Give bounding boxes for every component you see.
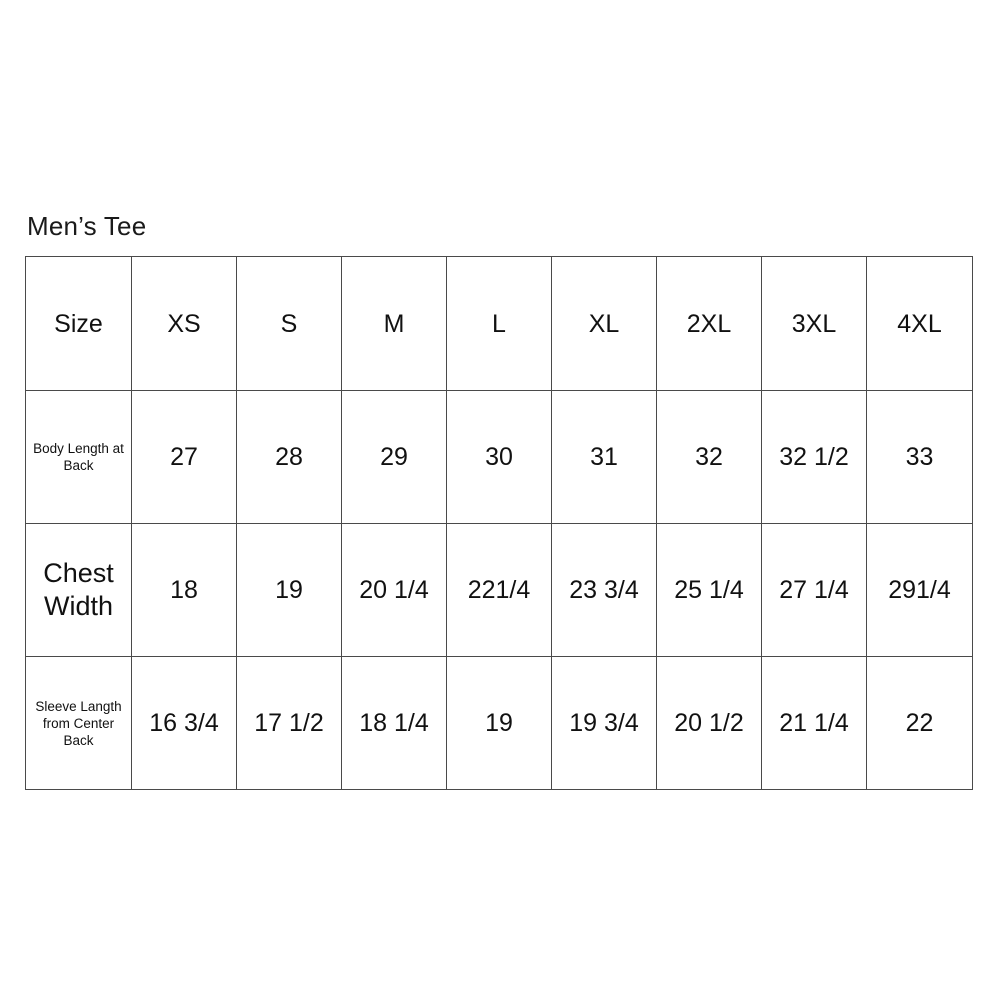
header-cell-xl: XL [551,256,657,391]
header-label-2xl: 2XL [686,309,732,338]
cell-sleeve-length-xs: 16 3/4 [131,656,237,790]
header-cell-size: Size [25,256,132,391]
row-label-chest-width: Chest Width [43,558,114,621]
cell-chest-width-s: 19 [236,523,342,657]
cell-sleeve-length-m: 18 1/4 [341,656,447,790]
value-text: 291/4 [888,576,951,604]
value-text: 31 [590,443,618,471]
header-label-l: L [492,309,506,338]
value-text: 19 3/4 [569,709,639,737]
value-text: 32 [695,443,723,471]
value-text: 20 1/2 [674,709,744,737]
cell-body-length-xs: 27 [131,390,237,524]
value-text: 18 1/4 [359,709,429,737]
value-text: 22 [905,709,934,737]
header-cell-m: M [341,256,447,391]
row-label-cell-body-length: Body Length at Back [25,390,132,524]
header-label-xl: XL [588,309,620,338]
value-text: 221/4 [467,576,531,604]
row-label-cell-chest-width: Chest Width [25,523,132,657]
header-cell-4xl: 4XL [866,256,973,391]
value-text: 32 1/2 [779,443,849,471]
value-text: 27 1/4 [779,576,849,604]
cell-sleeve-length-4xl: 22 [866,656,973,790]
header-label-xs: XS [167,309,201,338]
cell-body-length-4xl: 33 [866,390,973,524]
header-cell-s: S [236,256,342,391]
page-title: Men’s Tee [27,211,147,241]
value-text: 17 1/2 [254,709,324,737]
header-label-4xl: 4XL [897,309,942,338]
row-label-body-length: Body Length at Back [33,441,124,473]
value-text: 18 [170,576,198,604]
header-label-m: M [383,309,405,338]
value-text: 25 1/4 [674,576,744,604]
value-text: 33 [905,443,934,471]
cell-chest-width-m: 20 1/4 [341,523,447,657]
header-cell-l: L [446,256,552,391]
header-cell-xs: XS [131,256,237,391]
value-text: 30 [485,443,513,471]
cell-sleeve-length-s: 17 1/2 [236,656,342,790]
value-text: 20 1/4 [359,576,429,604]
cell-body-length-xl: 31 [551,390,657,524]
header-label-s: S [280,309,298,338]
size-chart-table: Size XS S M L XL 2XL [25,256,973,790]
cell-sleeve-length-3xl: 21 1/4 [761,656,867,790]
row-label-cell-sleeve-length: Sleeve Langth from Center Back [25,656,132,790]
cell-body-length-s: 28 [236,390,342,524]
header-label-size: Size [54,309,103,338]
table-row-body-length: Body Length at Back 27 28 29 30 31 [25,390,973,524]
table-row-chest-width: Chest Width 18 19 20 1/4 221/4 23 3/4 [25,523,973,657]
value-text: 23 3/4 [569,576,639,604]
value-text: 29 [380,443,408,471]
cell-chest-width-2xl: 25 1/4 [656,523,762,657]
table-header-row: Size XS S M L XL 2XL [25,256,973,391]
cell-body-length-2xl: 32 [656,390,762,524]
value-text: 19 [275,576,303,604]
value-text: 21 1/4 [779,709,849,737]
value-text: 16 3/4 [149,709,219,737]
header-label-3xl: 3XL [791,309,837,338]
cell-body-length-l: 30 [446,390,552,524]
cell-sleeve-length-l: 19 [446,656,552,790]
row-label-sleeve-length: Sleeve Langth from Center Back [35,698,122,748]
cell-chest-width-4xl: 291/4 [866,523,973,657]
header-cell-2xl: 2XL [656,256,762,391]
value-text: 19 [485,709,513,737]
header-cell-3xl: 3XL [761,256,867,391]
cell-chest-width-l: 221/4 [446,523,552,657]
cell-sleeve-length-xl: 19 3/4 [551,656,657,790]
cell-body-length-m: 29 [341,390,447,524]
value-text: 28 [275,443,303,471]
value-text: 27 [170,443,198,471]
cell-chest-width-xs: 18 [131,523,237,657]
cell-chest-width-xl: 23 3/4 [551,523,657,657]
table-row-sleeve-length: Sleeve Langth from Center Back 16 3/4 17… [25,656,973,790]
cell-sleeve-length-2xl: 20 1/2 [656,656,762,790]
cell-body-length-3xl: 32 1/2 [761,390,867,524]
cell-chest-width-3xl: 27 1/4 [761,523,867,657]
